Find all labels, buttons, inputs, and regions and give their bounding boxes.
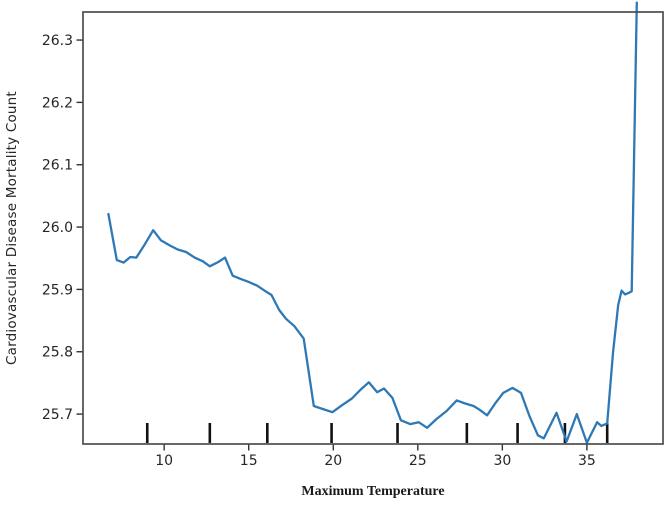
y-axis-title: Cardiovascular Disease Mortality Count: [4, 91, 20, 365]
y-tick-label: 26.2: [42, 95, 73, 111]
x-tick-label: 30: [493, 453, 511, 469]
x-tick-label: 35: [578, 453, 596, 469]
x-tick-label: 20: [324, 453, 342, 469]
y-tick-label: 26.0: [42, 220, 73, 236]
y-tick-label: 25.8: [42, 345, 73, 361]
y-tick-label: 25.9: [42, 282, 73, 298]
y-tick-label: 26.1: [42, 158, 73, 174]
y-tick-label: 25.7: [42, 407, 73, 423]
mortality-line: [107, 1, 638, 444]
x-tick-label: 15: [240, 453, 258, 469]
x-tick-label: 25: [409, 453, 427, 469]
x-tick-label: 10: [155, 453, 173, 469]
plot-border: [82, 11, 664, 445]
x-axis-title: Maximum Temperature: [301, 484, 445, 499]
y-tick-label: 26.3: [42, 33, 73, 49]
